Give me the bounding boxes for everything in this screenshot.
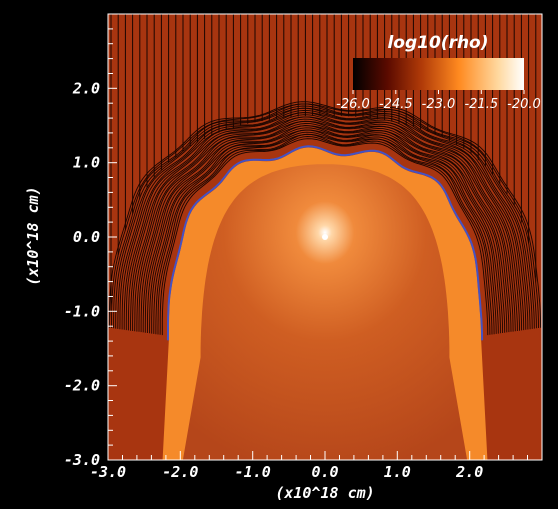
y-axis: -3.0 -2.0 -1.0 0.0 1.0 2.0 xyxy=(64,13,117,469)
colorbar-title: log10(rho) xyxy=(387,33,488,53)
colorbar-tick-label: -21.5 xyxy=(464,97,498,112)
colorbar-gradient xyxy=(353,58,524,90)
y-tick-label: -2.0 xyxy=(64,377,100,395)
colorbar-tick-label: -24.5 xyxy=(379,97,413,112)
x-tick-label: 0.0 xyxy=(311,463,338,481)
y-tick-label: 0.0 xyxy=(73,228,100,246)
colorbar-tick-label: -20.0 xyxy=(507,97,541,112)
x-tick-label: -3.0 xyxy=(90,463,126,481)
x-tick-label: -2.0 xyxy=(162,463,198,481)
y-tick-label: -3.0 xyxy=(64,451,100,469)
x-axis-label: (x10^18 cm) xyxy=(275,484,374,502)
y-tick-label: 1.0 xyxy=(73,154,100,172)
point-source xyxy=(322,234,328,240)
x-axis: -3.0 -2.0 -1.0 0.0 1.0 2.0 xyxy=(90,451,543,481)
colorbar-tick-label: -26.0 xyxy=(336,97,370,112)
colorbar-ticks: -26.0 -24.5 -23.0 -21.5 -20.0 xyxy=(336,90,541,112)
colorbar-tick-label: -23.0 xyxy=(422,97,456,112)
inner-cavity xyxy=(182,164,468,460)
colorbar: log10(rho) -26.0 -24.5 -23.0 -21.5 -20.0 xyxy=(336,33,541,112)
y-tick-label: 2.0 xyxy=(72,79,100,97)
y-axis-label: (x10^18 cm) xyxy=(24,186,42,285)
field-lines-draped xyxy=(108,101,542,336)
y-tick-label: -1.0 xyxy=(64,302,100,320)
shock-front-highlight xyxy=(166,145,484,341)
x-tick-label: 2.0 xyxy=(455,463,483,481)
x-tick-label: 1.0 xyxy=(384,463,411,481)
x-tick-label: -1.0 xyxy=(235,463,271,481)
